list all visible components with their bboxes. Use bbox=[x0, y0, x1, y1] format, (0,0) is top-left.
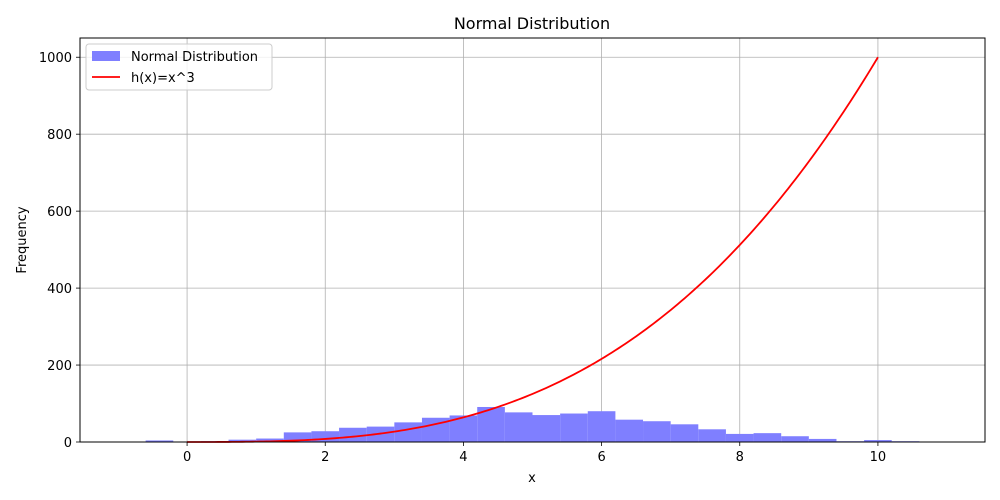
x-tick-label: 8 bbox=[736, 450, 744, 465]
histogram-bar bbox=[615, 419, 644, 442]
plot-frame bbox=[79, 37, 986, 443]
histogram-bar bbox=[670, 424, 699, 442]
x-tick-label: 2 bbox=[321, 450, 329, 465]
histogram-bar bbox=[504, 412, 533, 442]
x-tick-label: 6 bbox=[597, 450, 605, 465]
x-axis-label: x bbox=[528, 471, 536, 486]
histogram-bar bbox=[339, 427, 367, 442]
grid bbox=[80, 38, 985, 443]
histogram-bar bbox=[311, 431, 340, 442]
histogram-bars bbox=[117, 406, 948, 442]
legend-frame bbox=[85, 43, 273, 91]
legend-label-curve: h(x)=x^3 bbox=[131, 71, 195, 86]
histogram-bar bbox=[256, 438, 284, 442]
histogram-bar bbox=[394, 422, 422, 442]
x-tick-label: 4 bbox=[459, 450, 467, 465]
x-tick-label: 0 bbox=[183, 450, 191, 465]
y-axis-label: Frequency bbox=[15, 206, 30, 273]
histogram-bar bbox=[753, 433, 782, 442]
histogram-bar bbox=[643, 421, 671, 442]
legend-label-histogram: Normal Distribution bbox=[131, 50, 258, 65]
y-tick-label: 200 bbox=[47, 359, 72, 374]
y-tick-label: 1000 bbox=[39, 51, 72, 66]
x-tick-label: 10 bbox=[870, 450, 887, 465]
histogram-bar bbox=[532, 415, 561, 442]
legend: Normal Distribution h(x)=x^3 bbox=[85, 43, 273, 91]
histogram-bar bbox=[560, 413, 588, 442]
histogram-bar bbox=[808, 438, 837, 442]
histogram-bar bbox=[725, 433, 754, 442]
histogram-bar bbox=[698, 429, 726, 442]
legend-swatch-histogram bbox=[92, 51, 120, 61]
histogram-bar bbox=[864, 440, 892, 442]
histogram-bar bbox=[145, 440, 174, 442]
y-tick-label: 400 bbox=[47, 282, 72, 297]
histogram-bar bbox=[587, 411, 616, 442]
y-tick-label: 0 bbox=[64, 436, 72, 451]
chart-title: Normal Distribution bbox=[454, 14, 610, 33]
axis-ticks: 0 2 4 6 8 10 0 200 400 600 800 1000 bbox=[39, 51, 886, 465]
series-line-cubic bbox=[187, 56, 879, 443]
histogram-bar bbox=[781, 436, 809, 442]
y-tick-label: 600 bbox=[47, 205, 72, 220]
y-tick-label: 800 bbox=[47, 128, 72, 143]
histogram-bar bbox=[228, 439, 257, 442]
histogram-bar bbox=[283, 432, 312, 442]
